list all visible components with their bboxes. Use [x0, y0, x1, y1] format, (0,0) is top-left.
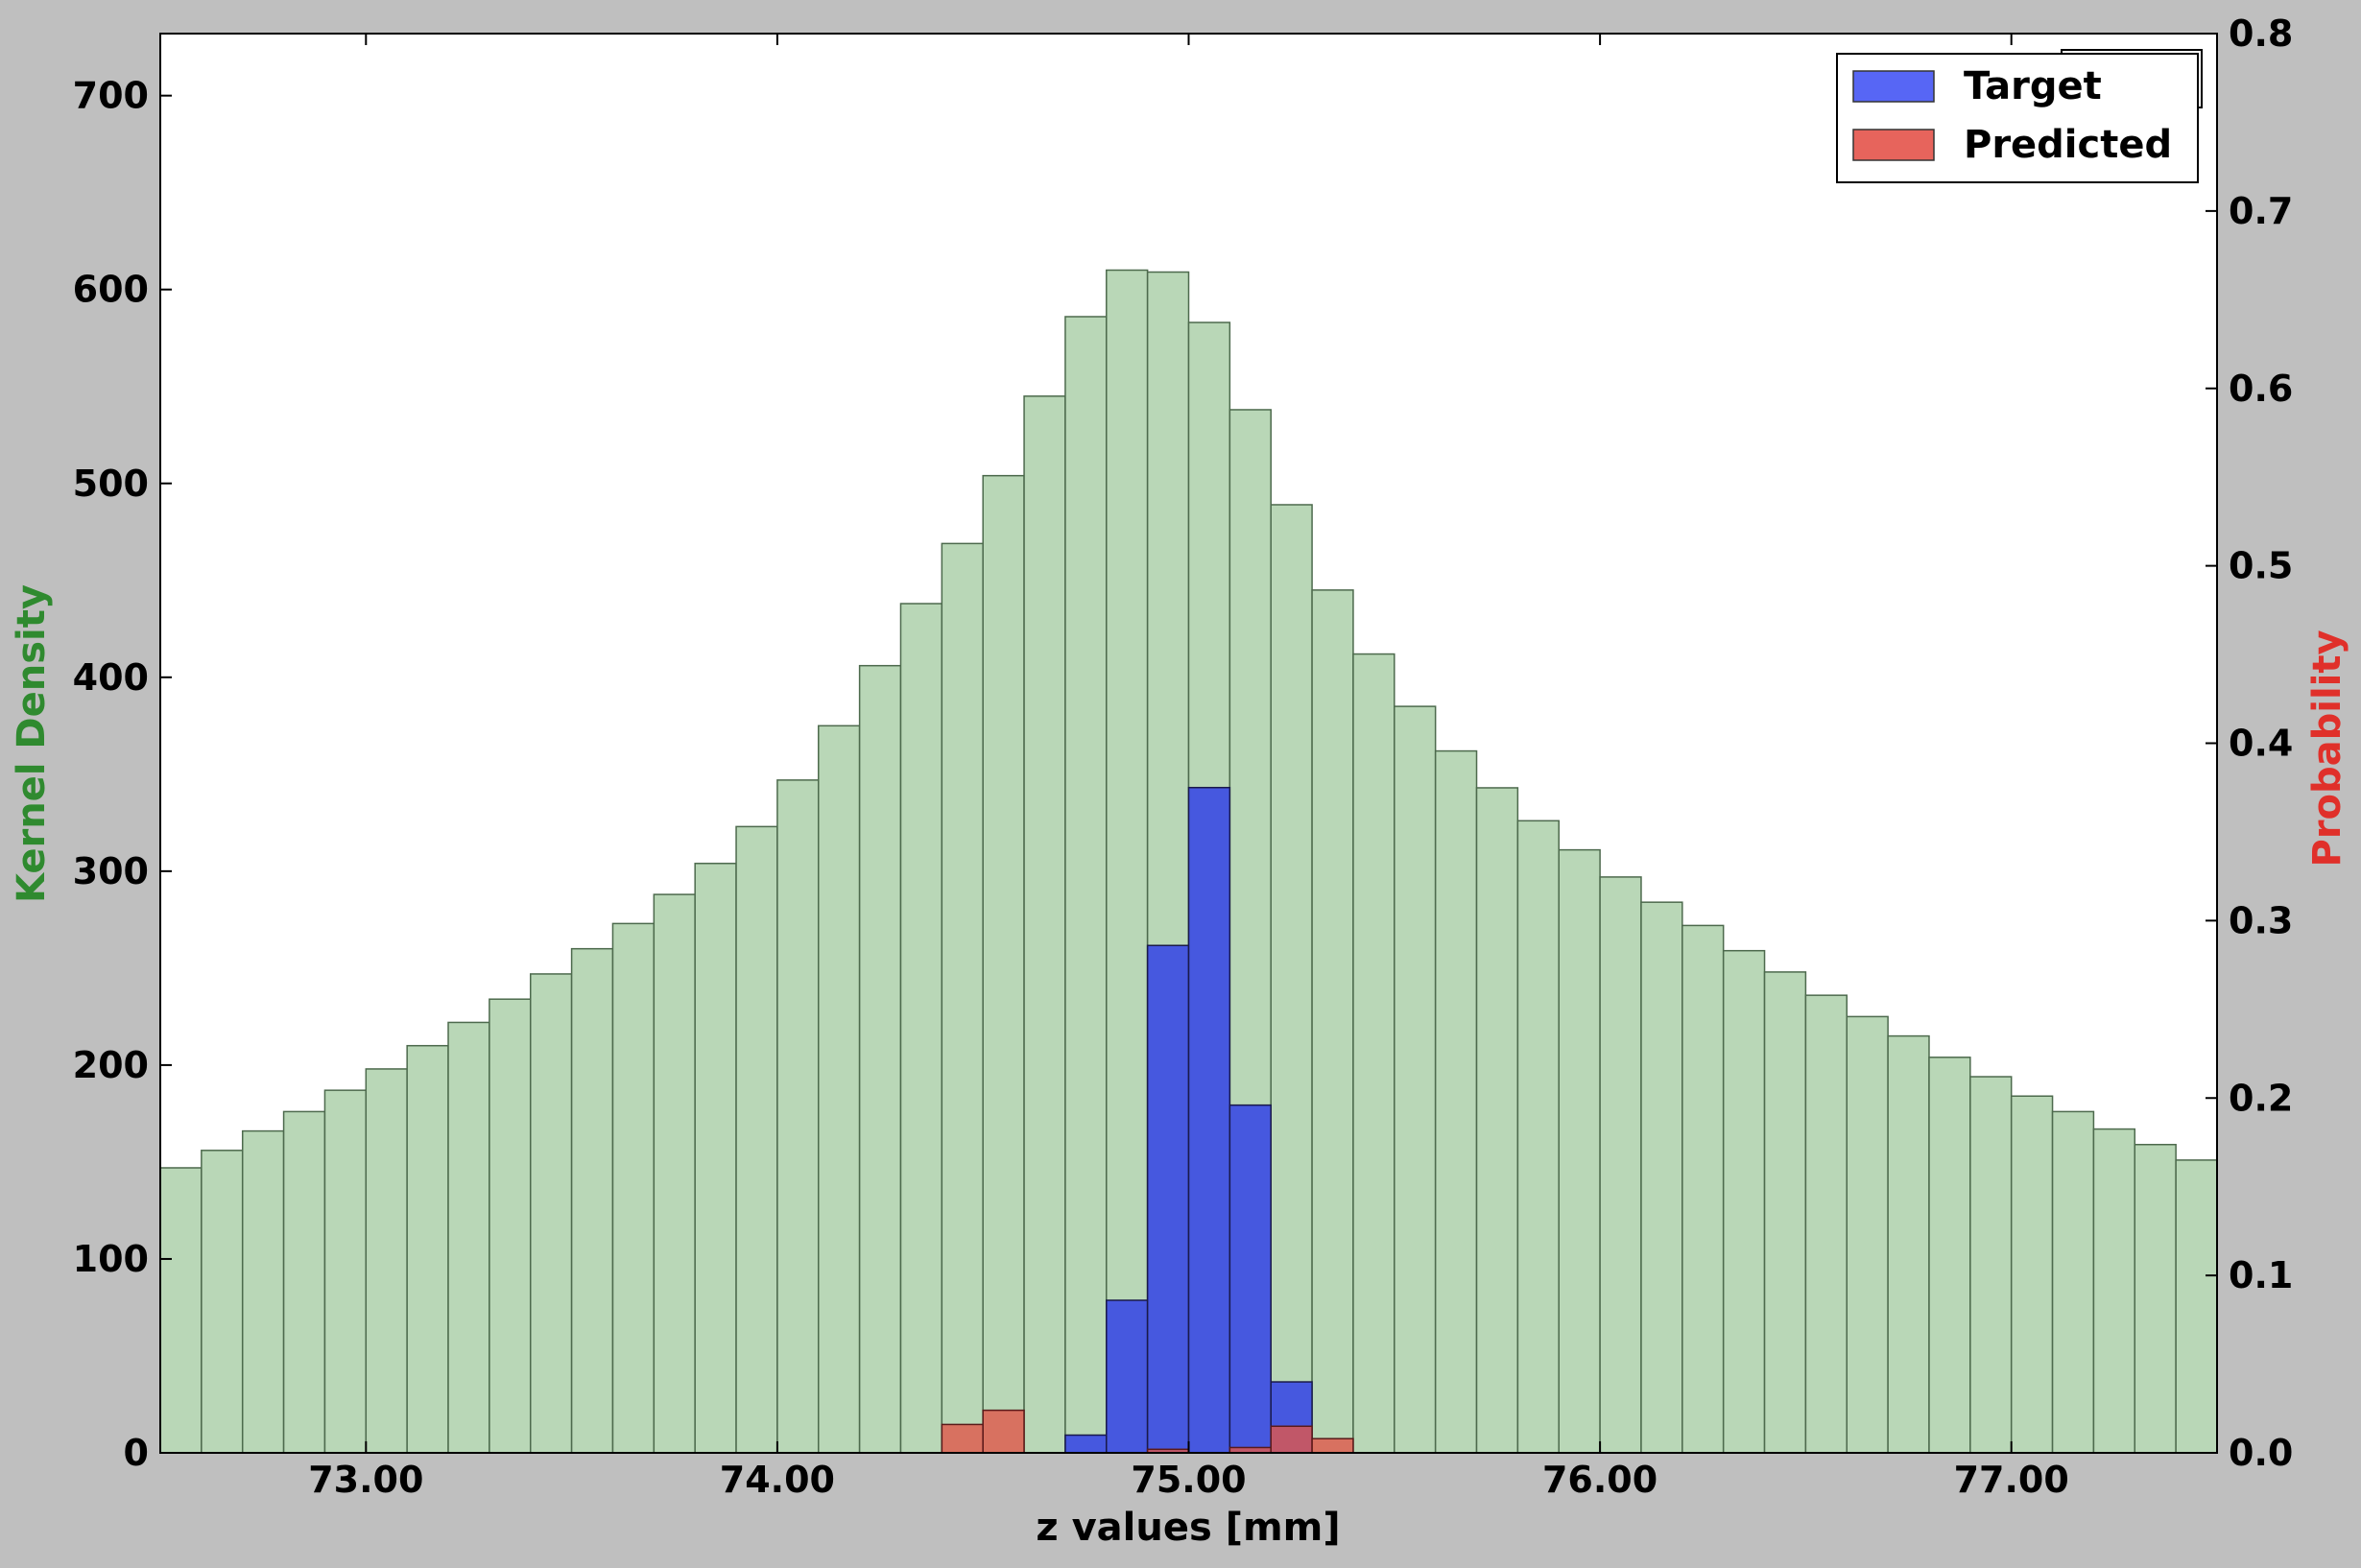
density-bar [694, 863, 737, 1454]
predicted-bar [941, 1423, 984, 1454]
right-tick-label: 0.1 [2229, 1254, 2293, 1296]
legend-label-target: Target [1964, 64, 2102, 108]
density-bar [1969, 1076, 2013, 1454]
x-tick-label: 77.00 [1954, 1459, 2069, 1501]
density-bar [611, 922, 656, 1454]
predicted-bar [982, 1409, 1025, 1454]
legend-label-predicted: Predicted [1964, 123, 2172, 167]
left-tick-label: 400 [73, 656, 149, 699]
predicted-bar [1270, 1425, 1313, 1454]
density-bar [529, 973, 573, 1454]
density-bar [1846, 1015, 1889, 1454]
predicted-bar [1311, 1437, 1354, 1454]
right-tick-label: 0.2 [2229, 1077, 2293, 1119]
density-bar [406, 1044, 449, 1454]
density-bar [159, 1167, 203, 1454]
density-bar [1640, 901, 1683, 1454]
target-bar [1064, 1434, 1108, 1454]
density-bar [1722, 949, 1766, 1454]
left-tick-label: 500 [73, 463, 149, 505]
density-bar [365, 1068, 408, 1454]
right-tick-label: 0.4 [2229, 723, 2293, 765]
right-tick-label: 0.5 [2229, 545, 2293, 587]
density-bar [1681, 924, 1725, 1454]
density-bar [858, 664, 902, 1454]
density-bar [1887, 1034, 1930, 1454]
left-tick-label: 100 [73, 1238, 149, 1280]
density-bar [241, 1129, 285, 1454]
right-tick-label: 0.3 [2229, 899, 2293, 941]
legend-swatch-target [1852, 70, 1935, 103]
density-bar [1599, 876, 1642, 1454]
density-bar [1434, 749, 1478, 1454]
density-bar [941, 542, 984, 1454]
target-bar [1228, 1104, 1272, 1454]
density-bar [570, 947, 614, 1454]
density-bar [1106, 269, 1149, 1454]
density-bar [1394, 705, 1437, 1454]
density-bar [1804, 994, 1848, 1454]
x-axis-label: z values [mm] [1036, 1506, 1340, 1550]
right-axis-ticks: 0.0 0.1 0.2 0.3 0.4 0.5 0.6 0.7 0.8 [2206, 12, 2293, 1474]
right-tick-label: 0.6 [2229, 368, 2293, 410]
density-bar [735, 825, 778, 1454]
density-bar [1516, 820, 1560, 1454]
right-axis-label: Probability [2305, 630, 2349, 867]
density-bar [2175, 1159, 2218, 1454]
density-bar [1023, 395, 1066, 1454]
right-tick-label: 0.7 [2229, 190, 2293, 232]
left-tick-label: 0 [124, 1432, 149, 1474]
density-bar [2051, 1110, 2095, 1454]
density-bar [653, 893, 696, 1454]
density-bar [1270, 504, 1313, 1454]
density-bar [447, 1021, 490, 1454]
density-bar [776, 779, 820, 1454]
target-bar [1187, 786, 1231, 1454]
x-tick-label: 74.00 [720, 1459, 835, 1501]
density-bar [1475, 787, 1519, 1454]
density-bar [201, 1150, 244, 1454]
target-bars [1064, 786, 1313, 1454]
density-bar [818, 725, 861, 1454]
left-tick-label: 600 [73, 269, 149, 311]
left-tick-label: 300 [73, 850, 149, 892]
legend-swatch-predicted [1852, 129, 1935, 161]
x-tick-label: 76.00 [1542, 1459, 1657, 1501]
left-tick-label: 700 [73, 75, 149, 117]
target-bar [1106, 1299, 1149, 1454]
left-axis-label: Kernel Density [10, 584, 54, 903]
density-bars [159, 269, 2218, 1454]
x-axis-ticks: 73.00 74.00 75.00 76.00 77.00 [308, 34, 2069, 1501]
left-tick-label: 200 [73, 1044, 149, 1086]
predicted-bars [941, 1409, 1354, 1454]
x-tick-label: 75.00 [1131, 1459, 1246, 1501]
density-bar [2134, 1143, 2177, 1454]
density-bar [2092, 1128, 2136, 1454]
density-bar [1311, 589, 1354, 1454]
target-bar [1146, 944, 1190, 1454]
density-bar [1558, 848, 1601, 1454]
density-bar [982, 474, 1025, 1454]
density-bar [489, 998, 532, 1454]
density-bar [2010, 1095, 2054, 1454]
x-tick-label: 73.00 [308, 1459, 423, 1501]
left-axis-ticks: 0 100 200 300 400 500 600 700 [73, 75, 172, 1474]
right-tick-label: 0.0 [2229, 1432, 2293, 1474]
right-tick-label: 0.8 [2229, 12, 2293, 55]
density-bar [1763, 971, 1807, 1454]
density-bar [899, 603, 943, 1454]
density-bar [1064, 316, 1108, 1454]
legend: Target Predicted [1836, 49, 2203, 183]
density-bar [1928, 1057, 1971, 1454]
density-bar [282, 1110, 326, 1454]
density-bar [323, 1089, 368, 1454]
density-bar [1352, 653, 1395, 1454]
